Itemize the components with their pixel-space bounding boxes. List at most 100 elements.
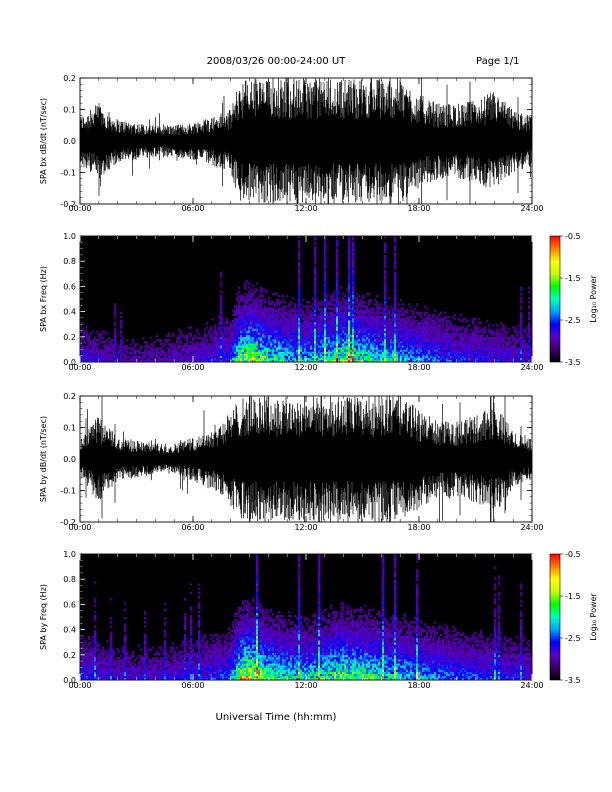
spectrogram-cell (324, 290, 327, 293)
spectrogram-cell (236, 355, 239, 359)
spectrogram-cell (314, 286, 317, 289)
spectrogram-cell (434, 334, 437, 338)
spectrogram-cell (530, 334, 533, 338)
spectrogram-cell (430, 355, 433, 359)
spectrogram-cell (266, 338, 269, 342)
spectrogram-cell (416, 328, 419, 331)
spectrogram-cell (326, 326, 329, 329)
spectrogram-cell (234, 320, 237, 323)
spectrogram-cell (332, 338, 335, 342)
spectrogram-cell (208, 359, 211, 363)
spectrogram-cell (368, 343, 371, 346)
spectrogram-cell (342, 345, 345, 348)
spectrogram-cell (470, 334, 473, 338)
spectrogram-cell (324, 343, 327, 346)
spectrogram-cell (336, 351, 339, 354)
spectrogram-cell (354, 315, 357, 319)
spectrogram-cell (388, 317, 391, 321)
spectrogram-cell (274, 355, 277, 359)
spectrogram-cell (448, 338, 451, 342)
spectrogram-cell (310, 309, 313, 312)
spectrogram-cell (312, 317, 315, 321)
spectrogram-cell (462, 320, 465, 323)
spectrogram-cell (284, 328, 287, 331)
spectrogram-cell (498, 347, 501, 350)
spectrogram-cell (84, 355, 87, 359)
spectrogram-cell (370, 320, 373, 323)
spectrogram-cell (412, 357, 415, 361)
spectrogram-cell (88, 338, 91, 342)
spectrogram-cell (352, 355, 355, 359)
spectrogram-cell (404, 332, 407, 335)
spectrogram-cell (362, 296, 365, 300)
spectrogram-cell (202, 351, 205, 354)
spectrogram-cell (482, 341, 485, 344)
spectrogram-cell (324, 320, 327, 323)
spectrogram-cell (274, 334, 277, 338)
spectrogram-cell (410, 328, 413, 331)
spectrogram-cell (436, 341, 439, 344)
spectrogram-cell (496, 347, 499, 350)
spectrogram-cell (384, 336, 387, 340)
spectrogram-cell (80, 343, 83, 346)
spectrogram-cell (356, 309, 359, 312)
spectrogram-cell (364, 311, 367, 314)
spectrogram-cell (252, 309, 255, 312)
spectrogram-cell (256, 355, 259, 359)
spectrogram-cell (408, 332, 411, 335)
spectrogram-cell (362, 353, 365, 356)
spectrogram-cell (520, 313, 523, 317)
spectrogram-cell (92, 351, 95, 354)
spectrogram-cell (250, 322, 253, 325)
spectrogram-cell (206, 355, 209, 359)
spectrogram-cell (472, 343, 475, 346)
spectrogram-cell (338, 303, 341, 306)
spectrogram-cell (382, 324, 385, 327)
spectrogram-cell (484, 330, 487, 333)
spectrogram-cell (96, 330, 99, 333)
spectrogram-cell (450, 345, 453, 348)
spectrogram-cell (294, 307, 297, 310)
spectrogram-cell (248, 355, 251, 359)
spectrogram-cell (138, 351, 141, 354)
spectrogram-cell (258, 347, 261, 350)
spectrogram-cell (362, 345, 365, 348)
spectrogram-cell (276, 309, 279, 312)
spectrogram-cell (240, 343, 243, 346)
spectrogram-cell (80, 359, 83, 363)
spectrogram-cell (266, 320, 269, 323)
spectrogram-cell (260, 347, 263, 350)
spectrogram-cell (390, 338, 393, 342)
spectrogram-cell (184, 353, 187, 356)
spectrogram-cell (102, 349, 105, 352)
spectrogram-cell (430, 341, 433, 344)
spectrogram-cell (240, 357, 243, 361)
spectrogram-cell (158, 351, 161, 354)
spectrogram-cell (458, 345, 461, 348)
spectrogram-cell (400, 353, 403, 356)
spectrogram-cell (516, 357, 519, 361)
spectrogram-cell (478, 351, 481, 354)
spectrogram-cell (432, 336, 435, 340)
spectrogram-cell (312, 322, 315, 325)
spectrogram-cell (100, 359, 103, 363)
spectrogram-cell (410, 322, 413, 325)
spectrogram-cell (274, 313, 277, 317)
spectrogram-cell (270, 345, 273, 348)
spectrogram-cell (516, 349, 519, 352)
spectrogram-cell (396, 309, 399, 312)
spectrogram-cell (172, 349, 175, 352)
spectrogram-cell (498, 359, 501, 363)
spectrogram-cell (366, 345, 369, 348)
spectrogram-cell (362, 317, 365, 321)
spectrogram-cell (256, 320, 259, 323)
spectrogram-cell (140, 355, 143, 359)
spectrogram-cell (422, 336, 425, 340)
spectrogram-cell (356, 338, 359, 342)
spectrogram-cell (298, 353, 301, 356)
spectrogram-cell (276, 338, 279, 342)
spectrogram-cell (282, 311, 285, 314)
spectrogram-cell (248, 341, 251, 344)
spectrogram-cell (414, 345, 417, 348)
spectrogram-cell (364, 357, 367, 361)
